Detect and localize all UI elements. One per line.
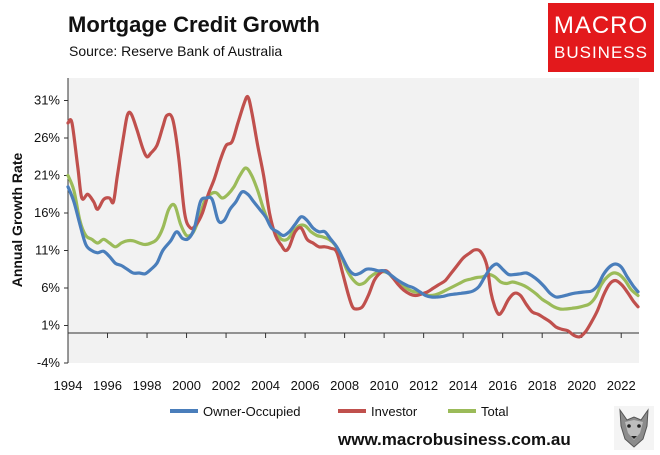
wolf-mascot-icon [614, 406, 654, 450]
x-tick-label: 2012 [409, 378, 438, 393]
y-tick-label: -4% [37, 355, 61, 370]
y-axis-label: Annual Growth Rate [9, 153, 25, 288]
x-tick-label: 1996 [93, 378, 122, 393]
x-tick-label: 2002 [212, 378, 241, 393]
logo-line-1: MACRO [553, 12, 649, 39]
legend-label-investor: Investor [371, 404, 418, 419]
legend: Owner-Occupied Investor Total [170, 404, 509, 419]
x-tick-label: 1998 [133, 378, 162, 393]
x-tick-label: 2006 [291, 378, 320, 393]
chart-subtitle: Source: Reserve Bank of Australia [69, 43, 283, 59]
axes: -4% 1% 6% 11% 16% 21% 26% 31% 1994 1996 1998 2000 20… [34, 78, 639, 393]
logo-line-2: BUSINESS [554, 43, 648, 62]
series-line-investor [66, 94, 640, 339]
chart-title: Mortgage Credit Growth [68, 12, 320, 37]
y-tick-label: 21% [34, 168, 60, 183]
y-tick-label: 11% [35, 243, 60, 258]
series-lines [66, 94, 640, 339]
series-line-total [66, 166, 640, 311]
x-tick-label: 2004 [251, 378, 280, 393]
x-tick-label: 2014 [449, 378, 478, 393]
plot-area [68, 78, 639, 363]
x-tick-label: 2020 [567, 378, 596, 393]
x-tick-label: 2000 [172, 378, 201, 393]
series-line-owner-occupied [66, 185, 640, 299]
x-tick-label: 2008 [330, 378, 359, 393]
y-tick-label: 16% [34, 205, 60, 220]
y-tick-label: 6% [41, 280, 60, 295]
y-tick-label: 1% [41, 318, 60, 333]
legend-label-owner-occupied: Owner-Occupied [203, 404, 301, 419]
x-tick-label: 2022 [607, 378, 636, 393]
x-tick-label: 2018 [528, 378, 557, 393]
y-tick-label: 31% [34, 93, 60, 108]
legend-label-total: Total [481, 404, 509, 419]
macrobusiness-logo: MACRO BUSINESS [548, 3, 654, 72]
y-tick-label: 26% [34, 130, 60, 145]
footer-url: www.macrobusiness.com.au [338, 430, 571, 449]
x-tick-label: 2010 [370, 378, 399, 393]
x-tick-label: 2016 [488, 378, 517, 393]
x-tick-label: 1994 [54, 378, 83, 393]
